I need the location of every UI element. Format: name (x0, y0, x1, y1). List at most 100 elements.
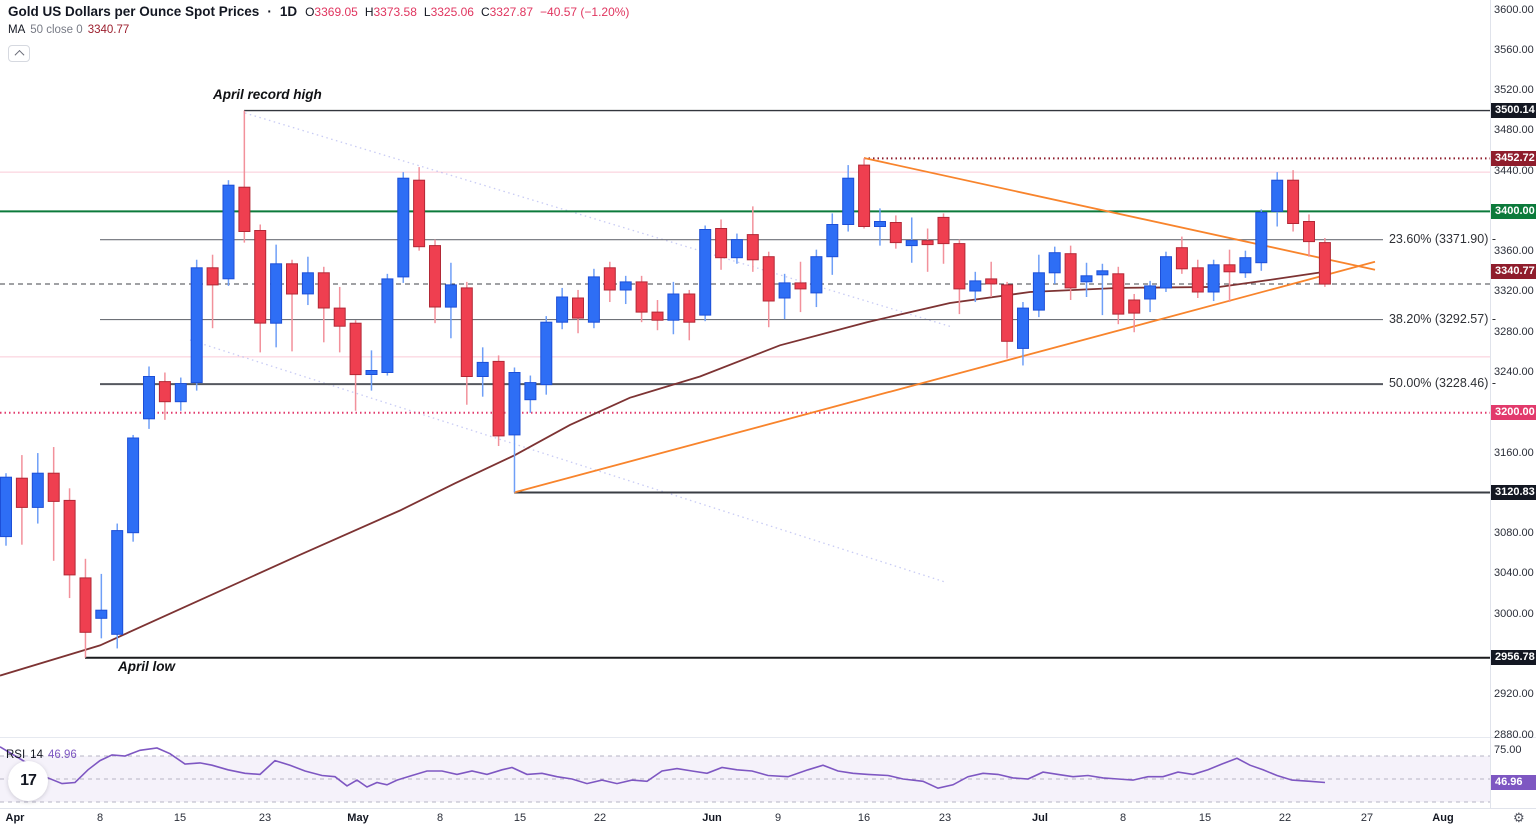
candle-body (556, 296, 569, 323)
candle-body (858, 164, 871, 228)
candle-body (1191, 267, 1204, 293)
change-value: −40.57 (−1.20%) (540, 5, 630, 19)
price-tick: 2880.00 (1494, 729, 1534, 741)
axis-settings-gear-icon[interactable]: ⚙ (1513, 810, 1525, 825)
price-tick: 3560.00 (1494, 44, 1534, 56)
time-label: 27 (1360, 812, 1374, 824)
orange-trendline[interactable] (863, 157, 1376, 271)
candle-body (476, 361, 489, 377)
ma-value: 3340.77 (87, 24, 130, 36)
candle-body (317, 272, 330, 309)
timeframe[interactable]: 1D (279, 4, 298, 19)
candle-body (286, 263, 298, 295)
price-tick: 3000.00 (1494, 608, 1534, 620)
candle-body (79, 577, 92, 633)
candle-body (524, 382, 537, 401)
chevron-up-icon (14, 49, 24, 60)
ghost-trendline[interactable] (189, 339, 946, 583)
price-tick: 3480.00 (1494, 124, 1534, 136)
candle-body (95, 609, 108, 619)
time-label: 23 (258, 812, 272, 824)
candle-body (1303, 221, 1315, 243)
candle-body (572, 297, 584, 319)
fib-label[interactable]: 23.60% (3371.90) - (1388, 232, 1496, 246)
price-tick: 2920.00 (1494, 688, 1534, 700)
candle-body (683, 293, 696, 323)
time-label: 8 (96, 812, 104, 824)
candle-body (1175, 247, 1188, 270)
candle-body (1207, 264, 1220, 293)
title-separator: · (267, 4, 272, 19)
fib-label[interactable]: 38.20% (3292.57) - (1388, 312, 1496, 326)
price-chart[interactable] (0, 0, 1490, 808)
candle-body (143, 376, 155, 420)
candle-body (127, 437, 140, 534)
candle-body (778, 282, 791, 299)
candle-body (15, 477, 28, 508)
candle-body (587, 276, 600, 323)
candle-body (1128, 299, 1141, 314)
candle-body (333, 307, 346, 327)
candle-body (1255, 211, 1268, 264)
candle-body (1160, 256, 1172, 289)
time-label: 15 (173, 812, 187, 824)
candle-body (206, 267, 219, 286)
rsi-value-tag: 46.96 (1491, 775, 1536, 790)
candle-body (810, 256, 823, 294)
high-value: 3373.58 (373, 5, 417, 19)
time-label: Jul (1032, 812, 1048, 824)
low-label: L (423, 5, 431, 19)
ghost-trendline[interactable] (244, 112, 953, 328)
ma-indicator-legend[interactable]: MA 50 close 0 3340.77 (8, 24, 129, 36)
candle-body (1112, 273, 1125, 315)
candle-body (1017, 307, 1029, 349)
price-tick: 3320.00 (1494, 285, 1534, 297)
candle-body (31, 472, 44, 508)
candle-body (715, 228, 728, 259)
candle-body (365, 370, 378, 375)
rsi-value: 46.96 (47, 749, 77, 761)
annotation-april-low[interactable]: April low (118, 659, 175, 674)
candle-body (381, 278, 394, 373)
time-label: 22 (593, 812, 607, 824)
price-tick: 3040.00 (1494, 567, 1534, 579)
candle-body (63, 499, 76, 576)
rsi-indicator-legend[interactable]: RSI 14 46.96 (6, 749, 77, 761)
candle-body (746, 234, 759, 261)
ma50-line[interactable] (0, 270, 1331, 677)
candle-body (1287, 179, 1300, 224)
candle-body (1032, 272, 1045, 311)
tradingview-logo[interactable]: 17 (8, 761, 48, 801)
candle-body (651, 311, 664, 321)
candle-body (874, 221, 886, 227)
time-label: 15 (513, 812, 527, 824)
price-tick: 3240.00 (1494, 366, 1534, 378)
time-label: Apr (5, 812, 25, 824)
candle-body (953, 243, 966, 290)
candle-body (397, 177, 410, 278)
candle-body (460, 287, 473, 377)
time-label: 22 (1278, 812, 1292, 824)
collapse-legend-button[interactable] (8, 45, 30, 62)
candle-body (1239, 257, 1252, 274)
candle-body (190, 267, 203, 384)
symbol-legend[interactable]: Gold US Dollars per Ounce Spot Prices · … (8, 4, 629, 19)
ohlc-readout: O3369.05 H3373.58 L3325.06 C3327.87 −40.… (305, 5, 629, 19)
candle-body (667, 293, 680, 321)
price-tag-3340.77: 3340.77 (1491, 264, 1536, 279)
rsi-params: 14 (30, 749, 43, 761)
price-tag-2956.78: 2956.78 (1491, 650, 1536, 665)
price-axis-separator (1490, 0, 1491, 808)
time-label: Aug (1432, 812, 1454, 824)
candle-body (794, 282, 807, 290)
close-value: 3327.87 (489, 5, 534, 19)
symbol-title[interactable]: Gold US Dollars per Ounce Spot Prices (8, 4, 260, 19)
pane-separator[interactable] (0, 737, 1536, 738)
annotation-april-record-high[interactable]: April record high (213, 87, 322, 102)
fib-label[interactable]: 50.00% (3228.46) - (1388, 376, 1496, 390)
close-label: C (480, 5, 490, 19)
rsi-line[interactable] (0, 746, 1326, 790)
orange-trendline[interactable] (513, 260, 1376, 494)
open-value: 3369.05 (314, 5, 358, 19)
candle-body (635, 281, 648, 313)
